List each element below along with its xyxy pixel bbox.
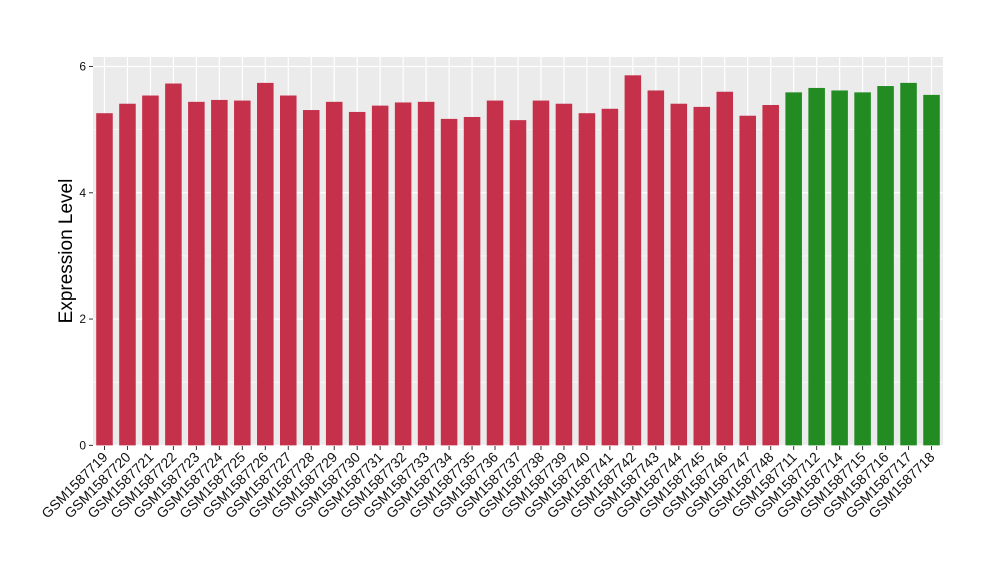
bar-GSM1587715	[854, 92, 871, 446]
bar-GSM1587723	[188, 101, 205, 446]
bar-GSM1587740	[578, 113, 596, 446]
bar-GSM1587739	[555, 103, 573, 446]
bar-GSM1587734	[440, 118, 458, 446]
bar-GSM1587744	[670, 103, 688, 446]
bar-GSM1587726	[257, 82, 274, 446]
bar-GSM1587719	[96, 113, 113, 446]
bar-GSM1587747	[739, 115, 756, 446]
bar-GSM1587745	[693, 106, 711, 446]
bar-GSM1587735	[463, 116, 481, 446]
bar-GSM1587729	[325, 101, 343, 446]
bar-GSM1587748	[762, 104, 779, 446]
bar-GSM1587718	[923, 94, 940, 446]
bar-GSM1587722	[165, 83, 182, 446]
bar-GSM1587741	[601, 108, 619, 446]
bars	[96, 75, 940, 446]
bar-GSM1587738	[532, 100, 550, 446]
bar-GSM1587742	[624, 75, 642, 446]
bar-GSM1587711	[785, 92, 802, 446]
y-tick-label: 2	[79, 312, 86, 326]
x-axis: GSM1587719GSM1587720GSM1587721GSM1587722…	[38, 446, 938, 521]
bar-GSM1587736	[486, 100, 504, 446]
bar-GSM1587728	[302, 110, 320, 446]
bar-GSM1587720	[119, 103, 136, 446]
bar-GSM1587732	[394, 102, 412, 446]
y-tick-label: 6	[79, 59, 86, 73]
bar-GSM1587733	[417, 101, 435, 446]
bar-GSM1587712	[808, 87, 825, 446]
y-axis-title: Expression Level	[56, 179, 77, 324]
bar-GSM1587717	[900, 82, 917, 446]
bar-GSM1587725	[234, 100, 251, 446]
bar-GSM1587730	[348, 111, 366, 446]
bar-GSM1587714	[831, 90, 848, 446]
bar-GSM1587737	[509, 120, 527, 446]
bar-GSM1587716	[877, 86, 894, 446]
bar-GSM1587727	[280, 95, 297, 446]
bar-GSM1587721	[142, 95, 159, 446]
y-tick-label: 4	[79, 186, 86, 200]
bar-GSM1587743	[647, 90, 665, 446]
y-axis: 0 2 4 6	[79, 59, 93, 452]
bar-GSM1587724	[211, 99, 228, 446]
y-tick-label: 0	[79, 438, 86, 452]
bar-GSM1587746	[716, 91, 734, 446]
bar-GSM1587731	[371, 105, 389, 446]
